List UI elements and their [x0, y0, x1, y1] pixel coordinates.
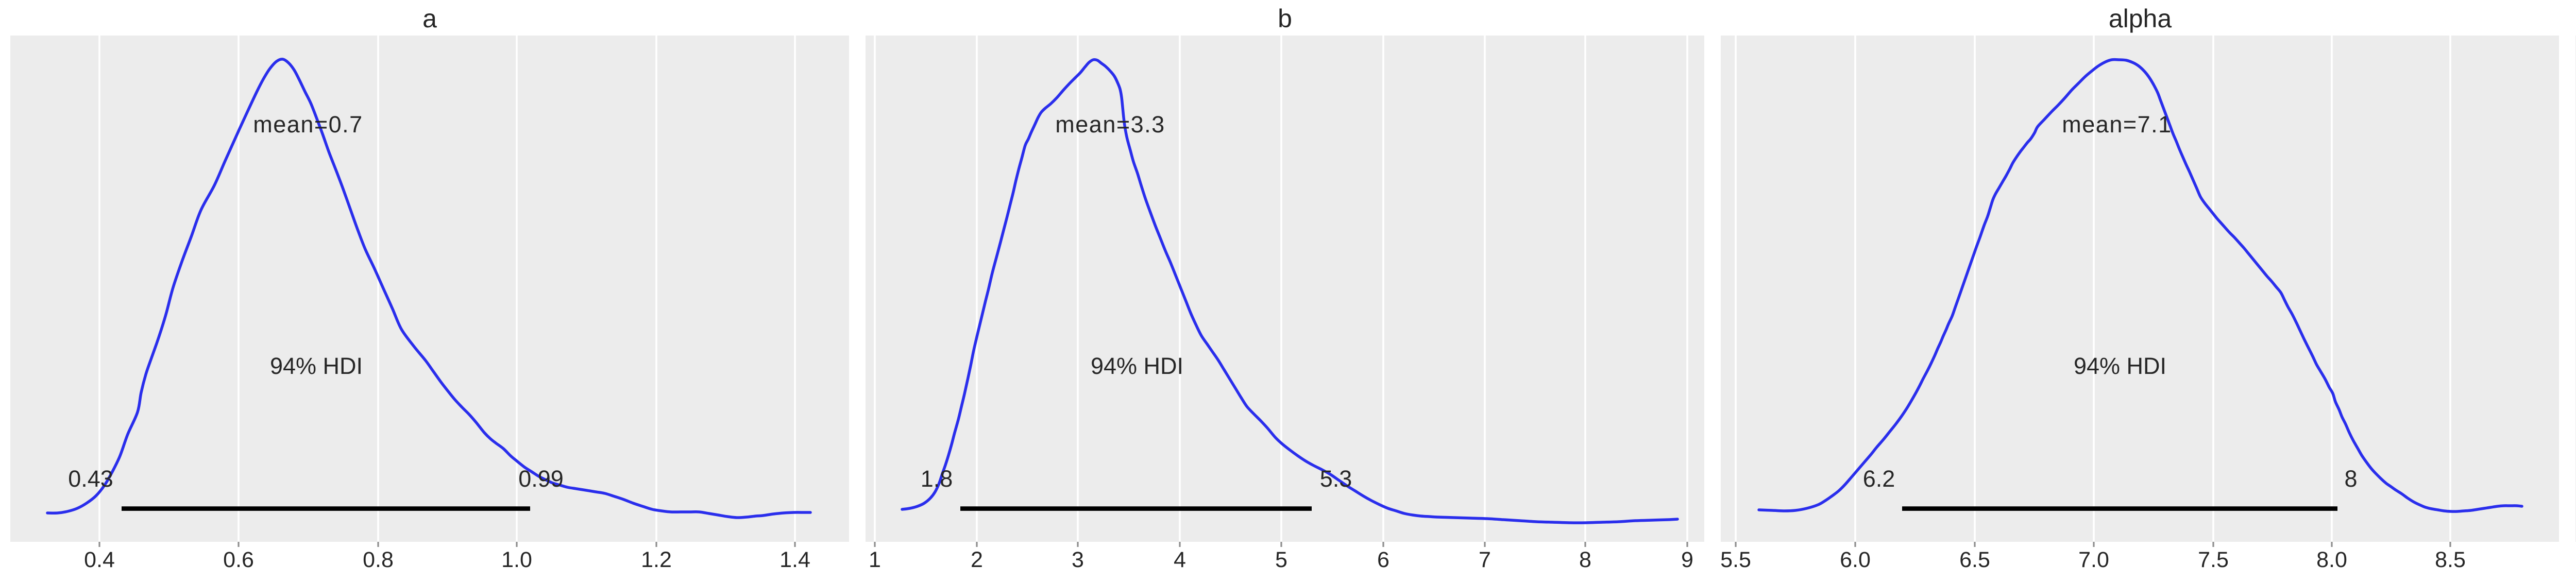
svg-text:8.0: 8.0	[2316, 547, 2347, 572]
svg-text:9: 9	[1681, 547, 1693, 572]
svg-text:6.5: 6.5	[1959, 547, 1990, 572]
svg-text:7.5: 7.5	[2198, 547, 2229, 572]
svg-text:5: 5	[1275, 547, 1287, 572]
svg-text:mean=7.1: mean=7.1	[2062, 111, 2172, 138]
svg-text:0.4: 0.4	[84, 547, 115, 572]
svg-text:6: 6	[1377, 547, 1389, 572]
svg-text:7.0: 7.0	[2078, 547, 2109, 572]
svg-text:5.3: 5.3	[1320, 466, 1352, 492]
svg-text:a: a	[422, 4, 437, 33]
svg-text:1: 1	[869, 547, 881, 572]
svg-text:94% HDI: 94% HDI	[270, 353, 363, 379]
svg-text:5.5: 5.5	[1720, 547, 1751, 572]
svg-text:mean=0.7: mean=0.7	[253, 111, 363, 138]
svg-text:0.6: 0.6	[223, 547, 254, 572]
svg-text:2: 2	[971, 547, 983, 572]
svg-text:alpha: alpha	[2109, 4, 2172, 33]
svg-text:1.8: 1.8	[921, 466, 953, 492]
svg-text:94% HDI: 94% HDI	[2074, 353, 2166, 379]
svg-text:1.2: 1.2	[641, 547, 672, 572]
svg-text:0.8: 0.8	[363, 547, 394, 572]
svg-text:1.0: 1.0	[501, 547, 532, 572]
svg-text:6.0: 6.0	[1840, 547, 1871, 572]
svg-text:94% HDI: 94% HDI	[1091, 353, 1183, 379]
svg-text:8.5: 8.5	[2435, 547, 2466, 572]
svg-text:0.43: 0.43	[68, 466, 113, 492]
svg-text:8: 8	[1579, 547, 1591, 572]
svg-text:6.2: 6.2	[1863, 466, 1895, 492]
svg-text:0.99: 0.99	[518, 466, 564, 492]
svg-text:8: 8	[2344, 466, 2357, 492]
svg-text:1.4: 1.4	[779, 547, 810, 572]
svg-text:4: 4	[1174, 547, 1186, 572]
svg-text:7: 7	[1479, 547, 1491, 572]
svg-text:b: b	[1278, 4, 1292, 33]
svg-text:3: 3	[1072, 547, 1084, 572]
svg-text:mean=3.3: mean=3.3	[1055, 111, 1165, 138]
